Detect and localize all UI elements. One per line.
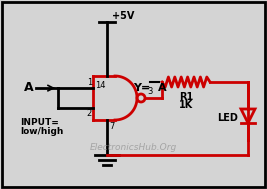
Text: INPUT=: INPUT=	[20, 118, 59, 127]
Text: A: A	[158, 83, 167, 93]
Text: low/high: low/high	[20, 127, 63, 136]
Text: 1: 1	[87, 78, 92, 87]
Text: A: A	[24, 81, 34, 94]
FancyBboxPatch shape	[2, 2, 265, 187]
Text: R1: R1	[179, 92, 193, 102]
Text: LED: LED	[217, 113, 238, 123]
Text: ElectronicsHub.Org: ElectronicsHub.Org	[89, 143, 177, 153]
Text: Y=: Y=	[133, 83, 150, 93]
Text: +5V: +5V	[112, 11, 134, 21]
Text: 1K: 1K	[179, 100, 193, 110]
Text: 3: 3	[147, 87, 152, 96]
Text: 7: 7	[109, 122, 114, 131]
Text: 2: 2	[87, 109, 92, 118]
Text: 14: 14	[96, 81, 106, 90]
